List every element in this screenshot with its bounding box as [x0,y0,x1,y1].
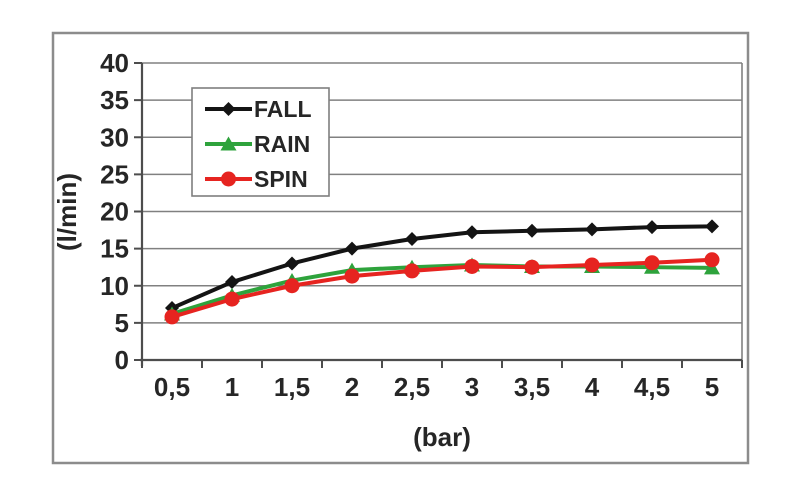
data-point-marker [404,263,420,279]
y-tick-label: 0 [115,345,129,375]
x-tick-label: 2 [345,372,359,402]
y-tick-label: 40 [100,48,129,78]
data-point-marker [705,219,719,234]
series-spin [164,252,720,325]
series-line [170,257,714,319]
legend-label: SPIN [254,166,308,192]
legend-marker [221,171,236,187]
series-line [170,224,714,311]
legend-marker [221,102,236,116]
axes [134,62,743,368]
data-point-marker [344,268,360,284]
x-tick-label: 3,5 [514,372,550,402]
y-axis-tick-labels: 0 5 10 15 20 25 30 35 40 [100,48,129,375]
x-tick-label: 4 [585,372,600,402]
x-tick-label: 1,5 [274,372,310,402]
y-tick-label: 10 [100,271,129,301]
legend: FALL RAIN SPIN [191,87,330,197]
legend-marker [220,136,237,151]
data-point-marker [464,258,480,274]
data-point-marker [584,257,600,273]
y-tick-label: 35 [100,85,129,115]
y-tick-label: 30 [100,122,129,152]
x-tick-label: 5 [705,372,719,402]
legend-item-rain: RAIN [205,131,310,157]
data-point-marker [285,256,299,271]
x-axis-title: (bar) [413,422,471,452]
data-point-marker [465,225,479,240]
data-point-marker [704,260,720,275]
legend-label: RAIN [254,131,310,157]
x-tick-label: 4,5 [634,372,670,402]
x-tick-label: 1 [225,372,239,402]
data-point-marker [524,259,540,275]
series-line [170,262,714,316]
y-tick-label: 5 [115,308,129,338]
data-point-marker [224,291,240,307]
data-point-marker [704,252,720,268]
data-point-marker [645,220,659,235]
x-tick-label: 0,5 [154,372,190,402]
data-point-marker [405,231,419,246]
x-axis-tick-labels: 0,5 1 1,5 2 2,5 3 3,5 4 4,5 5 [154,372,719,402]
y-tick-label: 15 [100,234,129,264]
data-point-marker [225,275,239,290]
legend-item-fall: FALL [205,96,312,122]
x-tick-label: 2,5 [394,372,430,402]
data-point-marker [525,223,539,238]
x-tick-label: 3 [465,372,479,402]
y-tick-label: 20 [100,197,129,227]
y-tick-label: 25 [100,159,129,189]
data-point-marker [284,278,300,294]
legend-label: FALL [254,96,312,122]
y-axis-title: (l/min) [52,173,82,251]
data-series [164,219,720,325]
data-point-marker [644,255,660,271]
legend-item-spin: SPIN [205,166,308,192]
data-point-marker [164,309,180,325]
data-point-marker [345,241,359,256]
data-point-marker [585,222,599,237]
